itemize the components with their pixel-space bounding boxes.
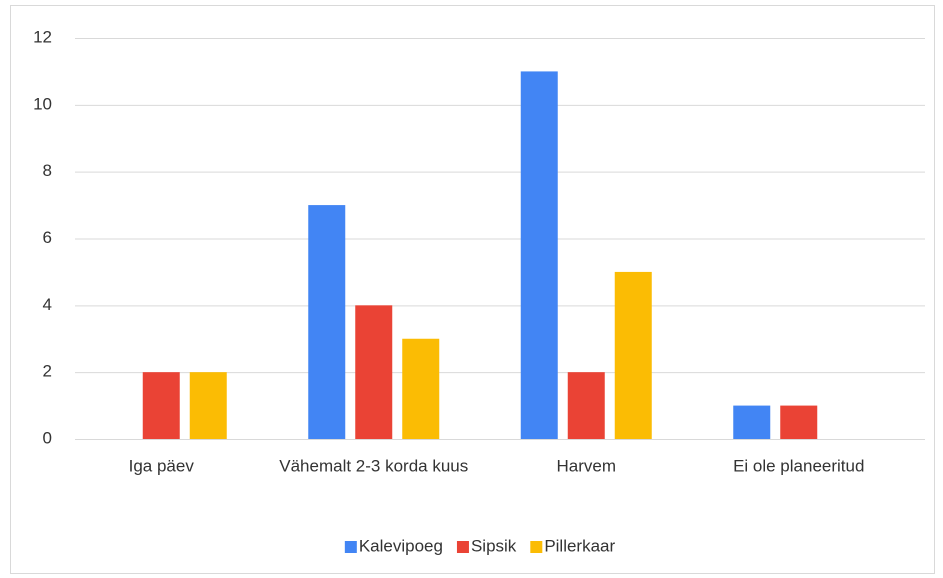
bar [142, 372, 180, 439]
x-tick-label: Ei ole planeeritud [733, 456, 864, 475]
chart-border [10, 5, 935, 574]
bar [780, 405, 818, 439]
y-tick-label: 8 [43, 161, 52, 180]
bar [355, 305, 393, 439]
x-tick-label: Iga päev [129, 456, 195, 475]
bar [567, 372, 605, 439]
bar [520, 71, 558, 440]
bar [189, 372, 227, 439]
legend: Kalevipoeg Sipsik Pillerkaar [344, 536, 616, 555]
bar [308, 205, 346, 439]
bar [614, 271, 652, 439]
x-tick-label: Vähemalt 2-3 korda kuus [279, 456, 468, 475]
legend-swatch [456, 541, 469, 553]
bar [402, 338, 440, 439]
legend-swatch [344, 541, 357, 553]
y-tick-label: 2 [43, 362, 52, 381]
legend-swatch [530, 541, 543, 553]
legend-label: Pillerkaar [544, 536, 615, 555]
y-tick-label: 10 [33, 94, 52, 113]
bar [733, 405, 771, 439]
x-tick-label: Harvem [556, 456, 616, 475]
y-tick-label: 6 [43, 228, 52, 247]
y-tick-label: 0 [43, 428, 52, 447]
legend-label: Sipsik [471, 536, 517, 555]
legend-label: Kalevipoeg [359, 536, 443, 555]
y-tick-label: 12 [33, 27, 52, 46]
y-tick-label: 4 [43, 295, 52, 314]
